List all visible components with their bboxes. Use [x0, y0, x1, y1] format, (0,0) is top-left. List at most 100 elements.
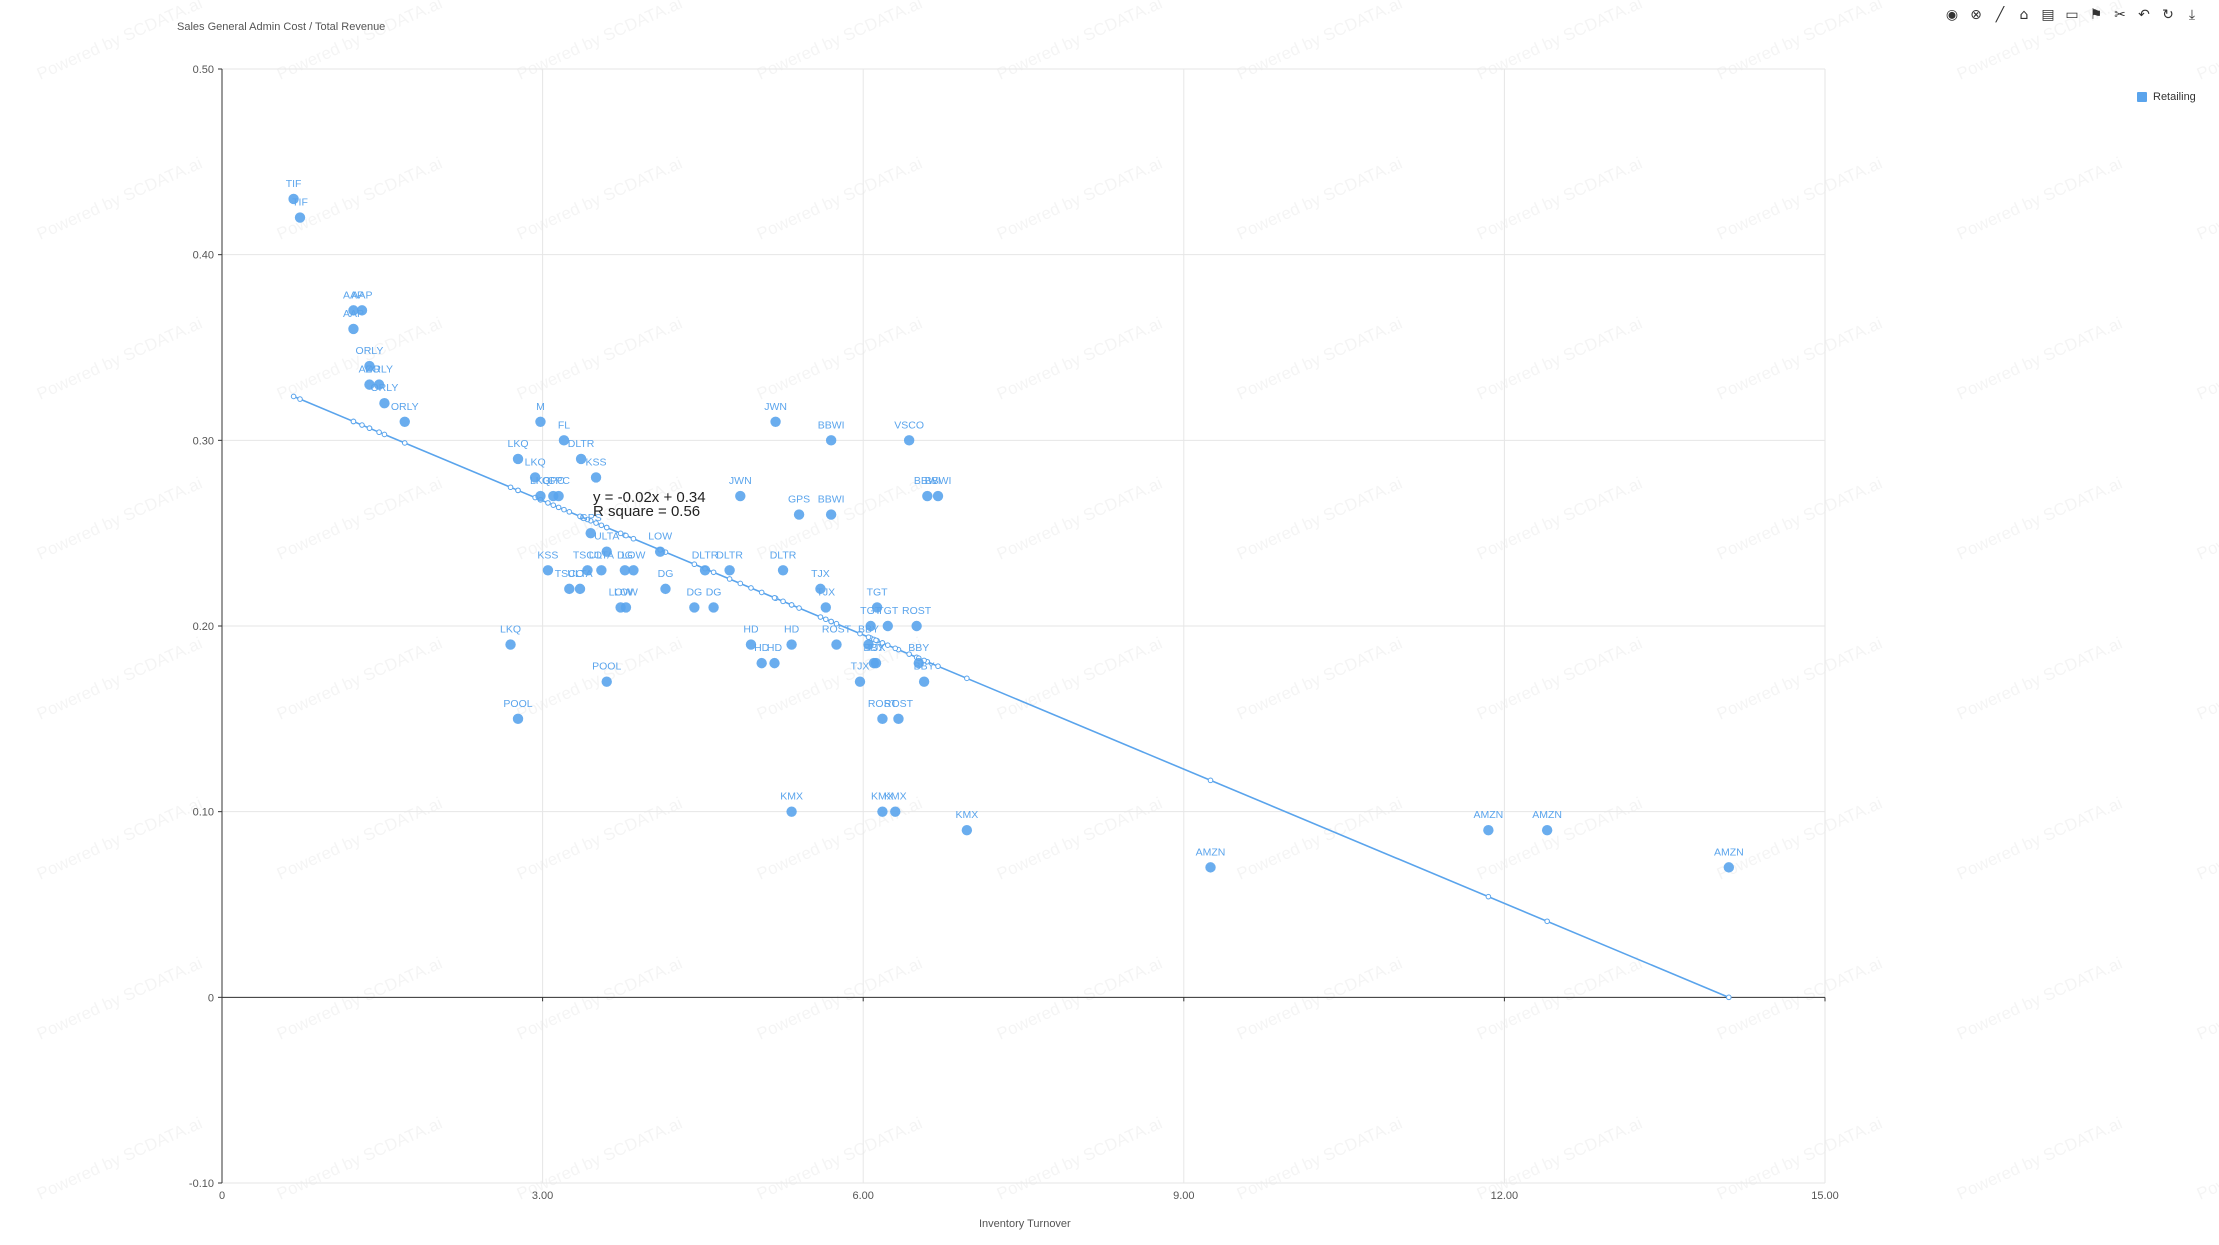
data-point[interactable] — [1483, 825, 1494, 836]
data-point[interactable] — [786, 639, 797, 650]
data-point[interactable] — [825, 435, 837, 446]
refresh-icon[interactable]: ↻ — [2162, 7, 2174, 23]
data-point[interactable] — [373, 379, 385, 390]
data-point-label: TIF — [292, 197, 308, 209]
data-point[interactable] — [893, 713, 904, 725]
data-point[interactable] — [793, 509, 805, 520]
data-point[interactable] — [564, 583, 575, 595]
data-point[interactable] — [628, 565, 639, 576]
data-point[interactable] — [660, 583, 671, 595]
data-point[interactable] — [574, 583, 586, 595]
data-point[interactable] — [1723, 862, 1735, 873]
data-point[interactable] — [542, 565, 554, 576]
data-point[interactable] — [582, 565, 593, 576]
data-point[interactable] — [535, 490, 546, 502]
data-point[interactable] — [558, 435, 570, 446]
watermark-text: Powered by SCDATA.ai — [514, 314, 685, 404]
data-point[interactable] — [913, 657, 924, 669]
data-point[interactable] — [815, 583, 826, 595]
data-point[interactable] — [903, 435, 915, 446]
data-point[interactable] — [619, 565, 631, 576]
watermark-text: Powered by SCDATA.ai — [1714, 794, 1885, 884]
data-point[interactable] — [932, 490, 944, 502]
data-point[interactable] — [689, 602, 700, 613]
data-point[interactable] — [348, 323, 359, 335]
data-point[interactable] — [553, 490, 564, 502]
data-point[interactable] — [699, 565, 711, 576]
data-point-label: BBY — [908, 642, 929, 654]
tag-icon[interactable]: ⌂ — [2019, 7, 2029, 23]
data-point-label: AAP — [351, 289, 372, 301]
legend-item-retailing[interactable]: Retailing — [2137, 91, 2196, 103]
data-point[interactable] — [364, 379, 375, 390]
data-point[interactable] — [769, 657, 780, 669]
data-point[interactable] — [708, 602, 719, 613]
data-point[interactable] — [535, 416, 546, 427]
data-point[interactable] — [770, 416, 781, 427]
data-point[interactable] — [596, 565, 607, 576]
data-point[interactable] — [356, 305, 368, 316]
watermark-text: Powered by SCDATA.ai — [34, 314, 205, 404]
data-point[interactable] — [1541, 825, 1553, 836]
data-point[interactable] — [863, 639, 874, 650]
data-point[interactable] — [590, 472, 602, 483]
data-point-label: LKQ — [525, 456, 546, 468]
data-point[interactable] — [961, 825, 973, 836]
data-point[interactable] — [777, 565, 789, 576]
data-point[interactable] — [922, 490, 933, 502]
table-icon[interactable]: ▤ — [2041, 7, 2055, 23]
data-point[interactable] — [288, 193, 299, 205]
comment-icon[interactable]: ▭ — [2065, 7, 2079, 23]
data-point[interactable] — [364, 360, 375, 372]
download-icon[interactable]: ⤓ — [2188, 7, 2196, 23]
data-point[interactable] — [870, 657, 882, 669]
data-point[interactable] — [882, 620, 893, 632]
watermark-text: Powered by SCDATA.ai — [754, 794, 925, 884]
data-point[interactable] — [294, 212, 306, 223]
data-point-label: DLTR — [770, 549, 797, 561]
data-point[interactable] — [379, 398, 390, 409]
points-layer[interactable] — [288, 193, 1735, 873]
data-point[interactable] — [585, 527, 596, 539]
data-point[interactable] — [512, 713, 524, 725]
data-point[interactable] — [620, 602, 632, 613]
data-point[interactable] — [654, 546, 666, 557]
data-point[interactable] — [871, 602, 883, 613]
data-point[interactable] — [877, 806, 888, 817]
data-point[interactable] — [786, 806, 797, 817]
data-point[interactable] — [877, 713, 888, 725]
record-icon[interactable]: ◉ — [1945, 7, 1959, 23]
data-point[interactable] — [918, 676, 930, 687]
data-point[interactable] — [505, 639, 516, 650]
data-point[interactable] — [735, 490, 746, 502]
trendline-marker — [964, 675, 970, 682]
data-point[interactable] — [825, 509, 837, 520]
data-point[interactable] — [348, 305, 359, 316]
data-point[interactable] — [512, 453, 524, 465]
undo-icon[interactable]: ↶ — [2138, 7, 2150, 23]
data-point[interactable] — [854, 676, 866, 687]
data-point[interactable] — [890, 806, 901, 817]
data-point[interactable] — [745, 639, 757, 650]
clear-icon[interactable]: ⊗ — [1970, 7, 1982, 23]
data-point[interactable] — [756, 657, 767, 669]
data-point[interactable] — [399, 416, 410, 427]
data-point[interactable] — [724, 565, 735, 576]
data-point[interactable] — [529, 472, 541, 483]
data-point-label: AMZN — [1714, 846, 1744, 858]
data-point[interactable] — [831, 639, 842, 650]
cut-icon[interactable]: ✂ — [2114, 7, 2126, 23]
data-point[interactable] — [911, 620, 922, 632]
data-point-label: TGT — [860, 605, 882, 617]
data-point[interactable] — [601, 546, 612, 557]
data-point[interactable] — [820, 602, 831, 613]
data-point-label: KSS — [537, 549, 558, 561]
line-draw-icon[interactable]: ╱ — [1995, 7, 2005, 23]
data-point[interactable] — [575, 453, 587, 465]
data-point[interactable] — [865, 620, 876, 632]
watermark-text: Powered by SCDATA.ai — [1474, 794, 1645, 884]
data-point[interactable] — [601, 676, 612, 687]
flag-icon[interactable]: ⚑ — [2089, 7, 2103, 23]
data-point[interactable] — [1205, 862, 1216, 873]
data-point-label: POOL — [503, 698, 532, 710]
